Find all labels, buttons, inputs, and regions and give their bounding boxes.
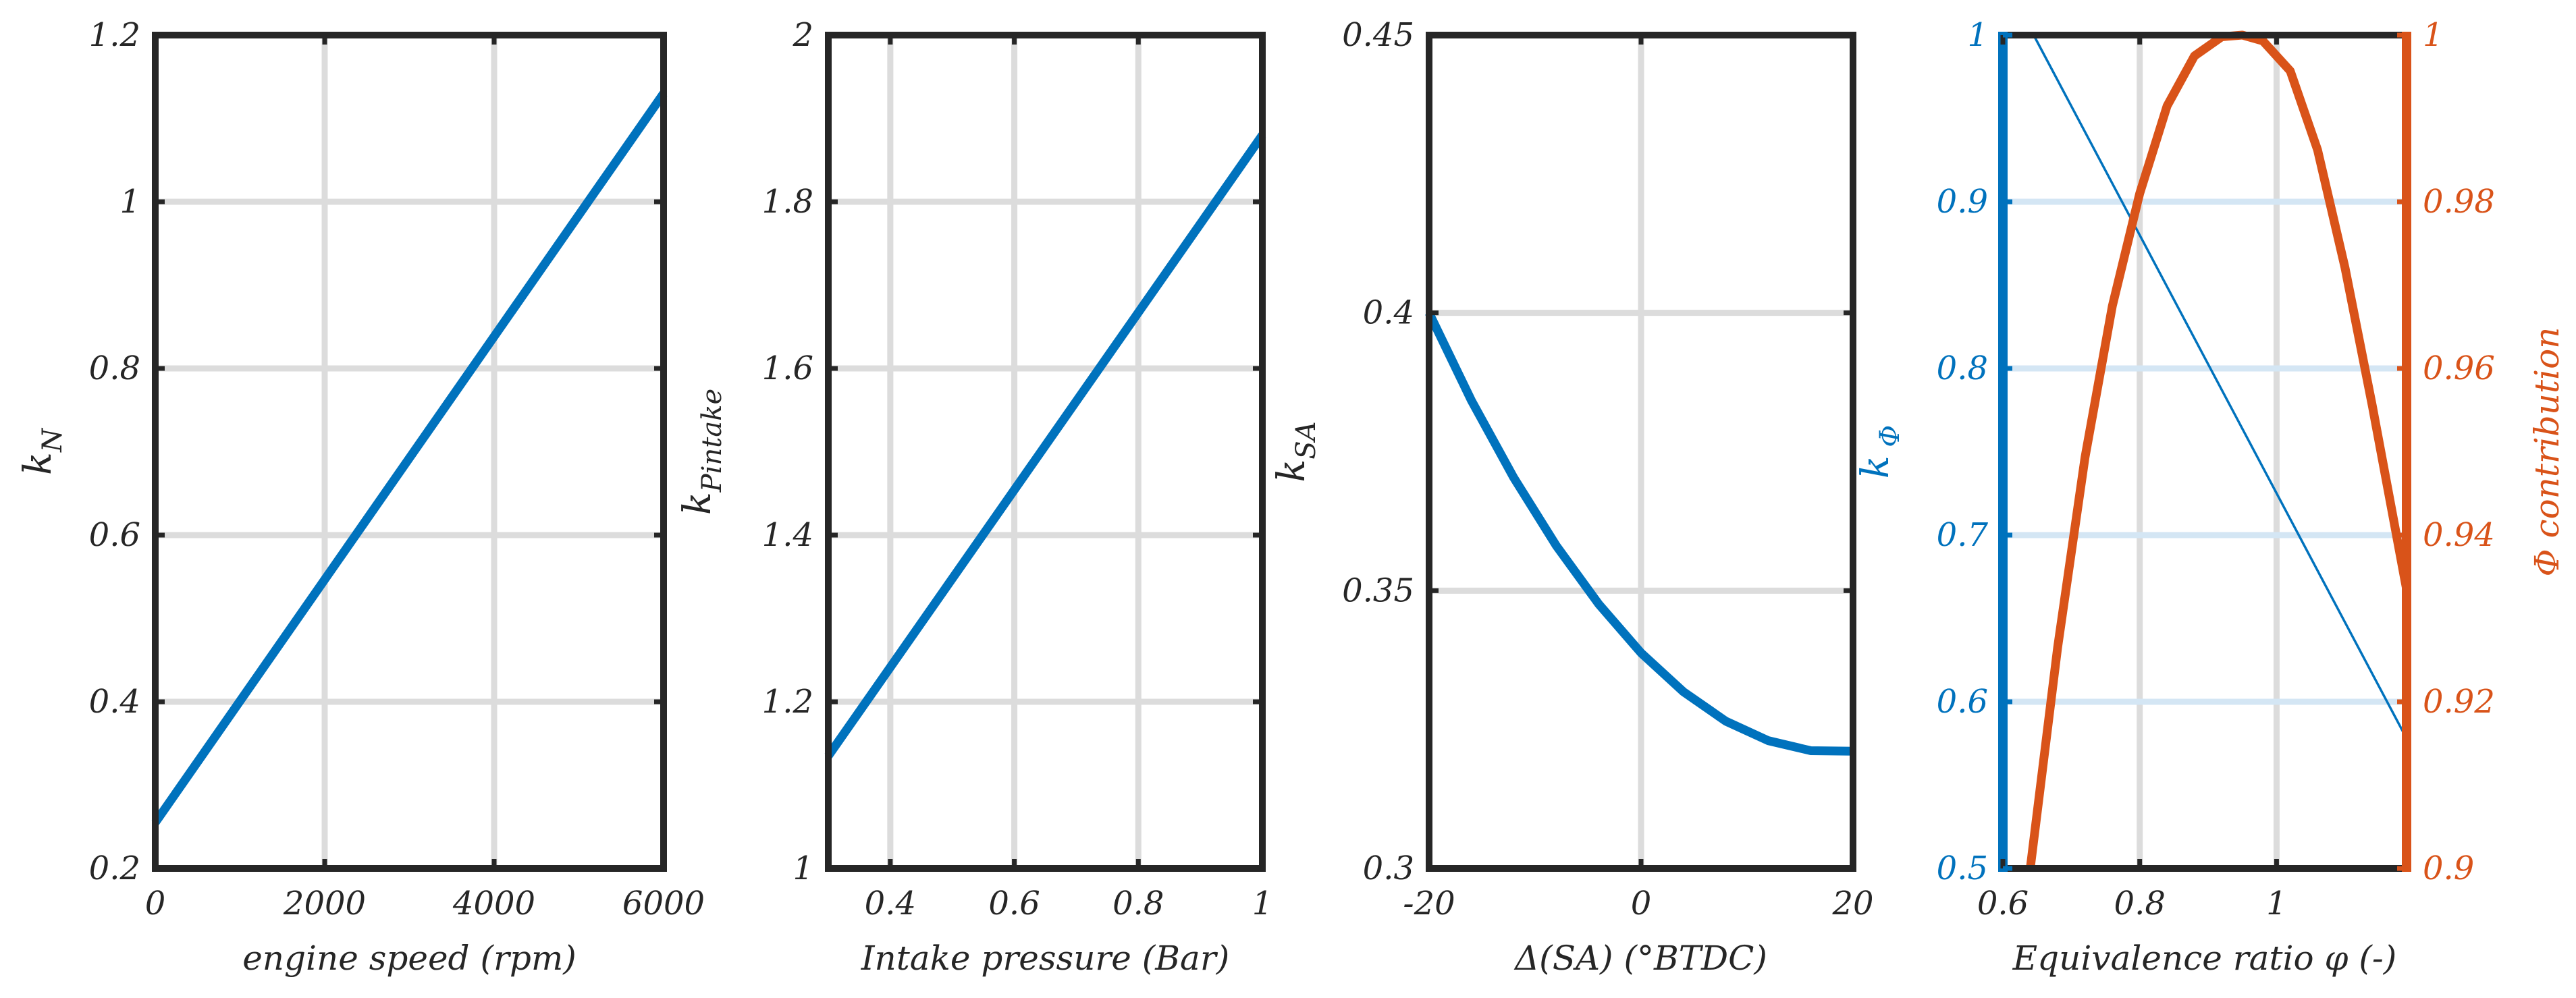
y-tick-label: 0.7 [1937, 516, 1989, 554]
x-tick-label: 2000 [283, 885, 366, 922]
y-axis-label-k: k [16, 452, 60, 475]
x-tick-label: 0.4 [865, 885, 916, 922]
y-tick-label: 1 [1967, 16, 1988, 54]
y-axis-label-k: k [676, 492, 720, 515]
x-axis-label: engine speed (rpm) [242, 939, 576, 978]
y-tick-label: 0.5 [1937, 850, 1988, 887]
y-axis-label: kPintake [676, 389, 728, 515]
y-axis-label-subscript: N [37, 427, 68, 453]
y2-tick-label: 0.9 [2423, 850, 2474, 887]
x-tick-label: 0 [1631, 885, 1652, 922]
y2-tick-label: 0.94 [2423, 516, 2495, 554]
y-axis-label: kSA [1270, 421, 1322, 482]
chart-equivalence-ratio: 0.6 0.8 10.50.60.70.80.910.90.920.940.960.… [1854, 16, 2567, 978]
y-tick-label: 1.4 [762, 516, 813, 554]
axes-box [825, 32, 1266, 872]
y-axis-label: k Φ [1854, 425, 1906, 478]
x-tick-label: 0.8 [1112, 885, 1164, 922]
x-axis-label: Intake pressure (Bar) [861, 939, 1230, 978]
y-tick-label: 0.8 [89, 350, 140, 387]
series-line-0 [824, 132, 1266, 758]
y-tick-label: 0.4 [1363, 294, 1414, 332]
x-axis-label: Δ(SA) (°BTDC) [1513, 939, 1767, 978]
y-tick-label: 0.6 [1937, 683, 1988, 721]
chart-spark-advance: -20 0 20 0.3 0.35 0.4 0.45 Δ(SA) (°BTDC) kSA [1270, 16, 1874, 978]
y2-tick-label: 0.96 [2423, 350, 2495, 387]
y-tick-label: 1.2 [762, 683, 813, 721]
y-tick-label: 0.35 [1342, 572, 1414, 609]
y-axis-label-subscript: SA [1291, 421, 1322, 459]
x-tick-label: 4000 [452, 885, 535, 922]
y-axis-label-k: k [1270, 460, 1314, 482]
x-tick-label: 20 [1831, 885, 1873, 922]
y-tick-label: 1 [793, 850, 813, 887]
x-tick-label: 0 [145, 885, 166, 922]
series-line-0 [151, 90, 668, 825]
y-axis-label-subscript: Pintake [697, 389, 728, 493]
y-axis-label: kN [16, 427, 68, 475]
y-tick-label: 0.4 [89, 683, 140, 721]
axes-box [152, 32, 667, 872]
y-tick-label: 1.6 [762, 350, 813, 387]
x-tick-label: 0.8 [2114, 885, 2166, 922]
series-line-0 [1425, 310, 1854, 756]
x-tick-label: 1 [2266, 885, 2287, 922]
x-tick-label: 0.6 [1977, 885, 2029, 922]
y2-tick-label: 0.98 [2423, 183, 2495, 221]
y2-tick-label: 1 [2423, 16, 2444, 54]
chart-engine-speed: 0 2000 4000 6000 0.2 0.4 0.6 0.8 1 1.2 engine spee… [16, 16, 705, 978]
y-tick-label: 1.2 [89, 16, 140, 54]
series-line-1 [2026, 30, 2411, 869]
y-tick-label: 0.6 [89, 516, 140, 554]
y-tick-label: 0.3 [1363, 850, 1414, 887]
x-axis-label: Equivalence ratio φ (-) [2012, 939, 2397, 978]
series-line-0 [2033, 34, 2408, 740]
y2-axis-label: Φ contribution [2527, 327, 2567, 577]
y-axis-label-k: k [1854, 455, 1898, 478]
x-tick-label: 1 [1252, 885, 1273, 922]
x-tick-label: -20 [1403, 885, 1455, 922]
y2-tick-label: 0.92 [2423, 683, 2495, 721]
chart-intake-pressure: 0.4 0.6 0.8 1 1 1.2 1.4 1.6 1.8 2 Intake pressure … [676, 16, 1272, 978]
y-tick-label: 0.2 [89, 850, 140, 887]
y-axis-label-subscript: Φ [1875, 425, 1906, 456]
y-tick-label: 0.45 [1342, 16, 1414, 54]
y-tick-label: 0.9 [1937, 183, 1988, 221]
y-tick-label: 1.8 [762, 183, 813, 221]
x-tick-label: 0.6 [988, 885, 1040, 922]
y-tick-label: 0.8 [1937, 350, 1988, 387]
y-tick-label: 2 [792, 16, 813, 54]
x-tick-label: 6000 [622, 885, 705, 922]
y-tick-label: 1 [119, 183, 140, 221]
